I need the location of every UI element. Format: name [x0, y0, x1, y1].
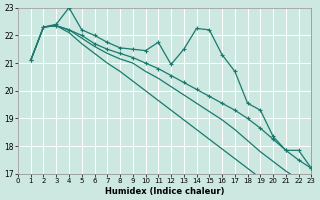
- X-axis label: Humidex (Indice chaleur): Humidex (Indice chaleur): [105, 187, 224, 196]
